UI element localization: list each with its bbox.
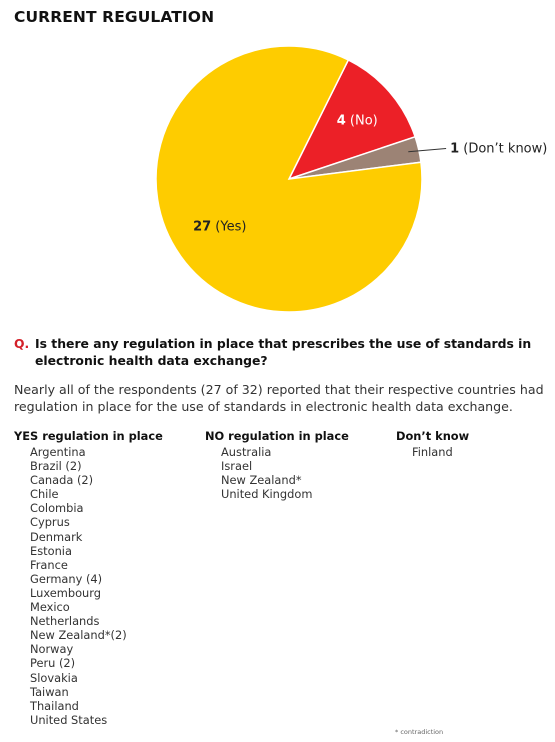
slice-value: 1 [450,141,459,156]
country-item: Luxembourg [30,585,101,600]
country-item: New Zealand* [221,473,302,488]
country-item: Netherlands [30,614,100,629]
country-item: Thailand [30,698,79,713]
no-list-heading: NO regulation in place [205,429,349,443]
country-item: France [30,557,68,572]
slice-category: (Don’t know) [459,141,547,156]
yes-list-heading: YES regulation in place [14,429,163,443]
pie-slice [287,58,417,181]
pie-slice [155,45,423,313]
country-item: Norway [30,642,74,657]
leader-line [408,147,447,153]
question-marker: Q. [14,336,30,351]
country-item: Slovakia [30,670,78,685]
country-item: Australia [221,445,272,459]
footnote: * contradiction [395,728,444,736]
country-item: Colombia [30,501,84,516]
slice-label: 1 (Don’t know) [450,141,547,156]
country-item: Chile [30,487,59,502]
country-item: Estonia [30,543,72,558]
country-item: Israel [221,459,253,474]
country-item: Peru (2) [30,656,76,671]
slice-label: 27 (Yes) [193,220,246,235]
country-item: United States [30,712,108,727]
yes-list: YES regulation in place Argentina Brazil … [14,428,163,727]
country-item: Germany (4) [30,571,103,586]
country-item: Cyprus [30,515,70,530]
question: Q. Is there any regulation in place that… [14,335,534,369]
question-text: Is there any regulation in place that pr… [35,336,532,368]
country-item: New Zealand*(2) [30,628,127,643]
no-list: NO regulation in place Australia Israel Ne… [205,428,349,501]
country-item: Canada (2) [30,473,94,488]
country-item: Taiwan [30,684,69,699]
country-item: Brazil (2) [30,459,82,474]
chart-title: CURRENT REGULATION [14,8,215,26]
slice-category: (Yes) [211,220,246,235]
country-item: Denmark [30,529,83,544]
country-item: Mexico [30,600,70,615]
country-item: Argentina [30,445,86,459]
intro-paragraph: Nearly all of the respondents (27 of 32)… [14,382,544,414]
dont-know-list: Don’t know Finland [396,428,469,459]
slice-category: (No) [346,114,378,129]
slice-value: 27 [193,220,211,235]
country-item: United Kingdom [221,487,313,502]
slice-label: 4 (No) [337,114,378,129]
slice-value: 4 [337,114,346,129]
country-item: Finland [412,445,453,459]
dont-know-list-heading: Don’t know [396,429,470,443]
pie-chart: 27 (Yes) 4 (No) 1 (Don’t know) [155,45,547,313]
